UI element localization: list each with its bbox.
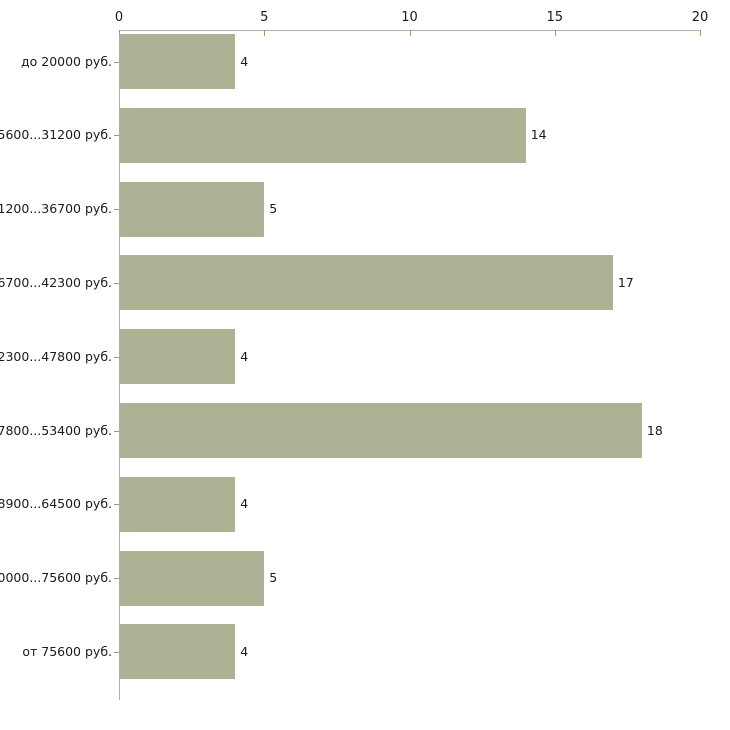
bar-value-label: 4 — [240, 496, 249, 512]
x-axis-tick-label: 5 — [260, 10, 269, 25]
y-axis-tick — [114, 504, 120, 505]
bar-value-label: 4 — [240, 348, 249, 364]
y-axis-tick — [114, 578, 120, 579]
bar-value-label: 14 — [530, 127, 547, 143]
y-axis-tick — [114, 652, 120, 653]
y-axis-category-label: от 75600 руб. — [22, 643, 112, 659]
y-axis-tick — [114, 431, 120, 432]
x-axis-tick — [554, 30, 556, 36]
x-axis-tick-label: 20 — [691, 10, 709, 25]
y-axis-category-label: 31200...36700 руб. — [0, 201, 112, 217]
x-axis-tick — [264, 30, 266, 36]
bar-value-label: 18 — [646, 422, 663, 438]
y-axis-category-label: 36700...42300 руб. — [0, 274, 112, 290]
y-axis-tick — [114, 62, 120, 63]
y-axis-tick — [114, 357, 120, 358]
x-axis-tick-label: 0 — [114, 10, 124, 25]
bar[interactable] — [119, 181, 265, 237]
bar[interactable] — [119, 476, 236, 532]
bar-value-label: 5 — [269, 570, 278, 586]
bar-value-label: 17 — [617, 274, 634, 290]
x-axis-tick — [409, 30, 411, 36]
bar[interactable] — [119, 624, 236, 680]
bar[interactable] — [119, 255, 613, 311]
x-axis-tick — [119, 30, 120, 36]
bar[interactable] — [119, 329, 236, 385]
y-axis-tick — [114, 135, 120, 136]
bar-value-label: 4 — [240, 643, 249, 659]
x-axis-tick — [700, 30, 701, 36]
y-axis-category-label: 58900...64500 руб. — [0, 496, 112, 512]
bar[interactable] — [119, 403, 642, 458]
bar[interactable] — [119, 107, 526, 163]
y-axis-tick — [114, 283, 120, 284]
y-axis-category-label: 70000...75600 руб. — [0, 570, 112, 586]
bar-value-label: 5 — [269, 201, 278, 217]
bar-value-label: 4 — [240, 53, 249, 69]
y-axis-category-label: до 20000 руб. — [20, 53, 112, 69]
y-axis-tick — [114, 209, 120, 210]
y-axis-category-label: 42300...47800 руб. — [0, 348, 112, 364]
bar[interactable] — [119, 550, 265, 606]
y-axis-category-label: 25600...31200 руб. — [0, 127, 112, 143]
x-axis-tick-label: 10 — [401, 10, 418, 25]
x-axis-tick-label: 15 — [546, 10, 564, 25]
bar[interactable] — [119, 34, 236, 89]
y-axis-category-label: 47800...53400 руб. — [0, 422, 112, 438]
